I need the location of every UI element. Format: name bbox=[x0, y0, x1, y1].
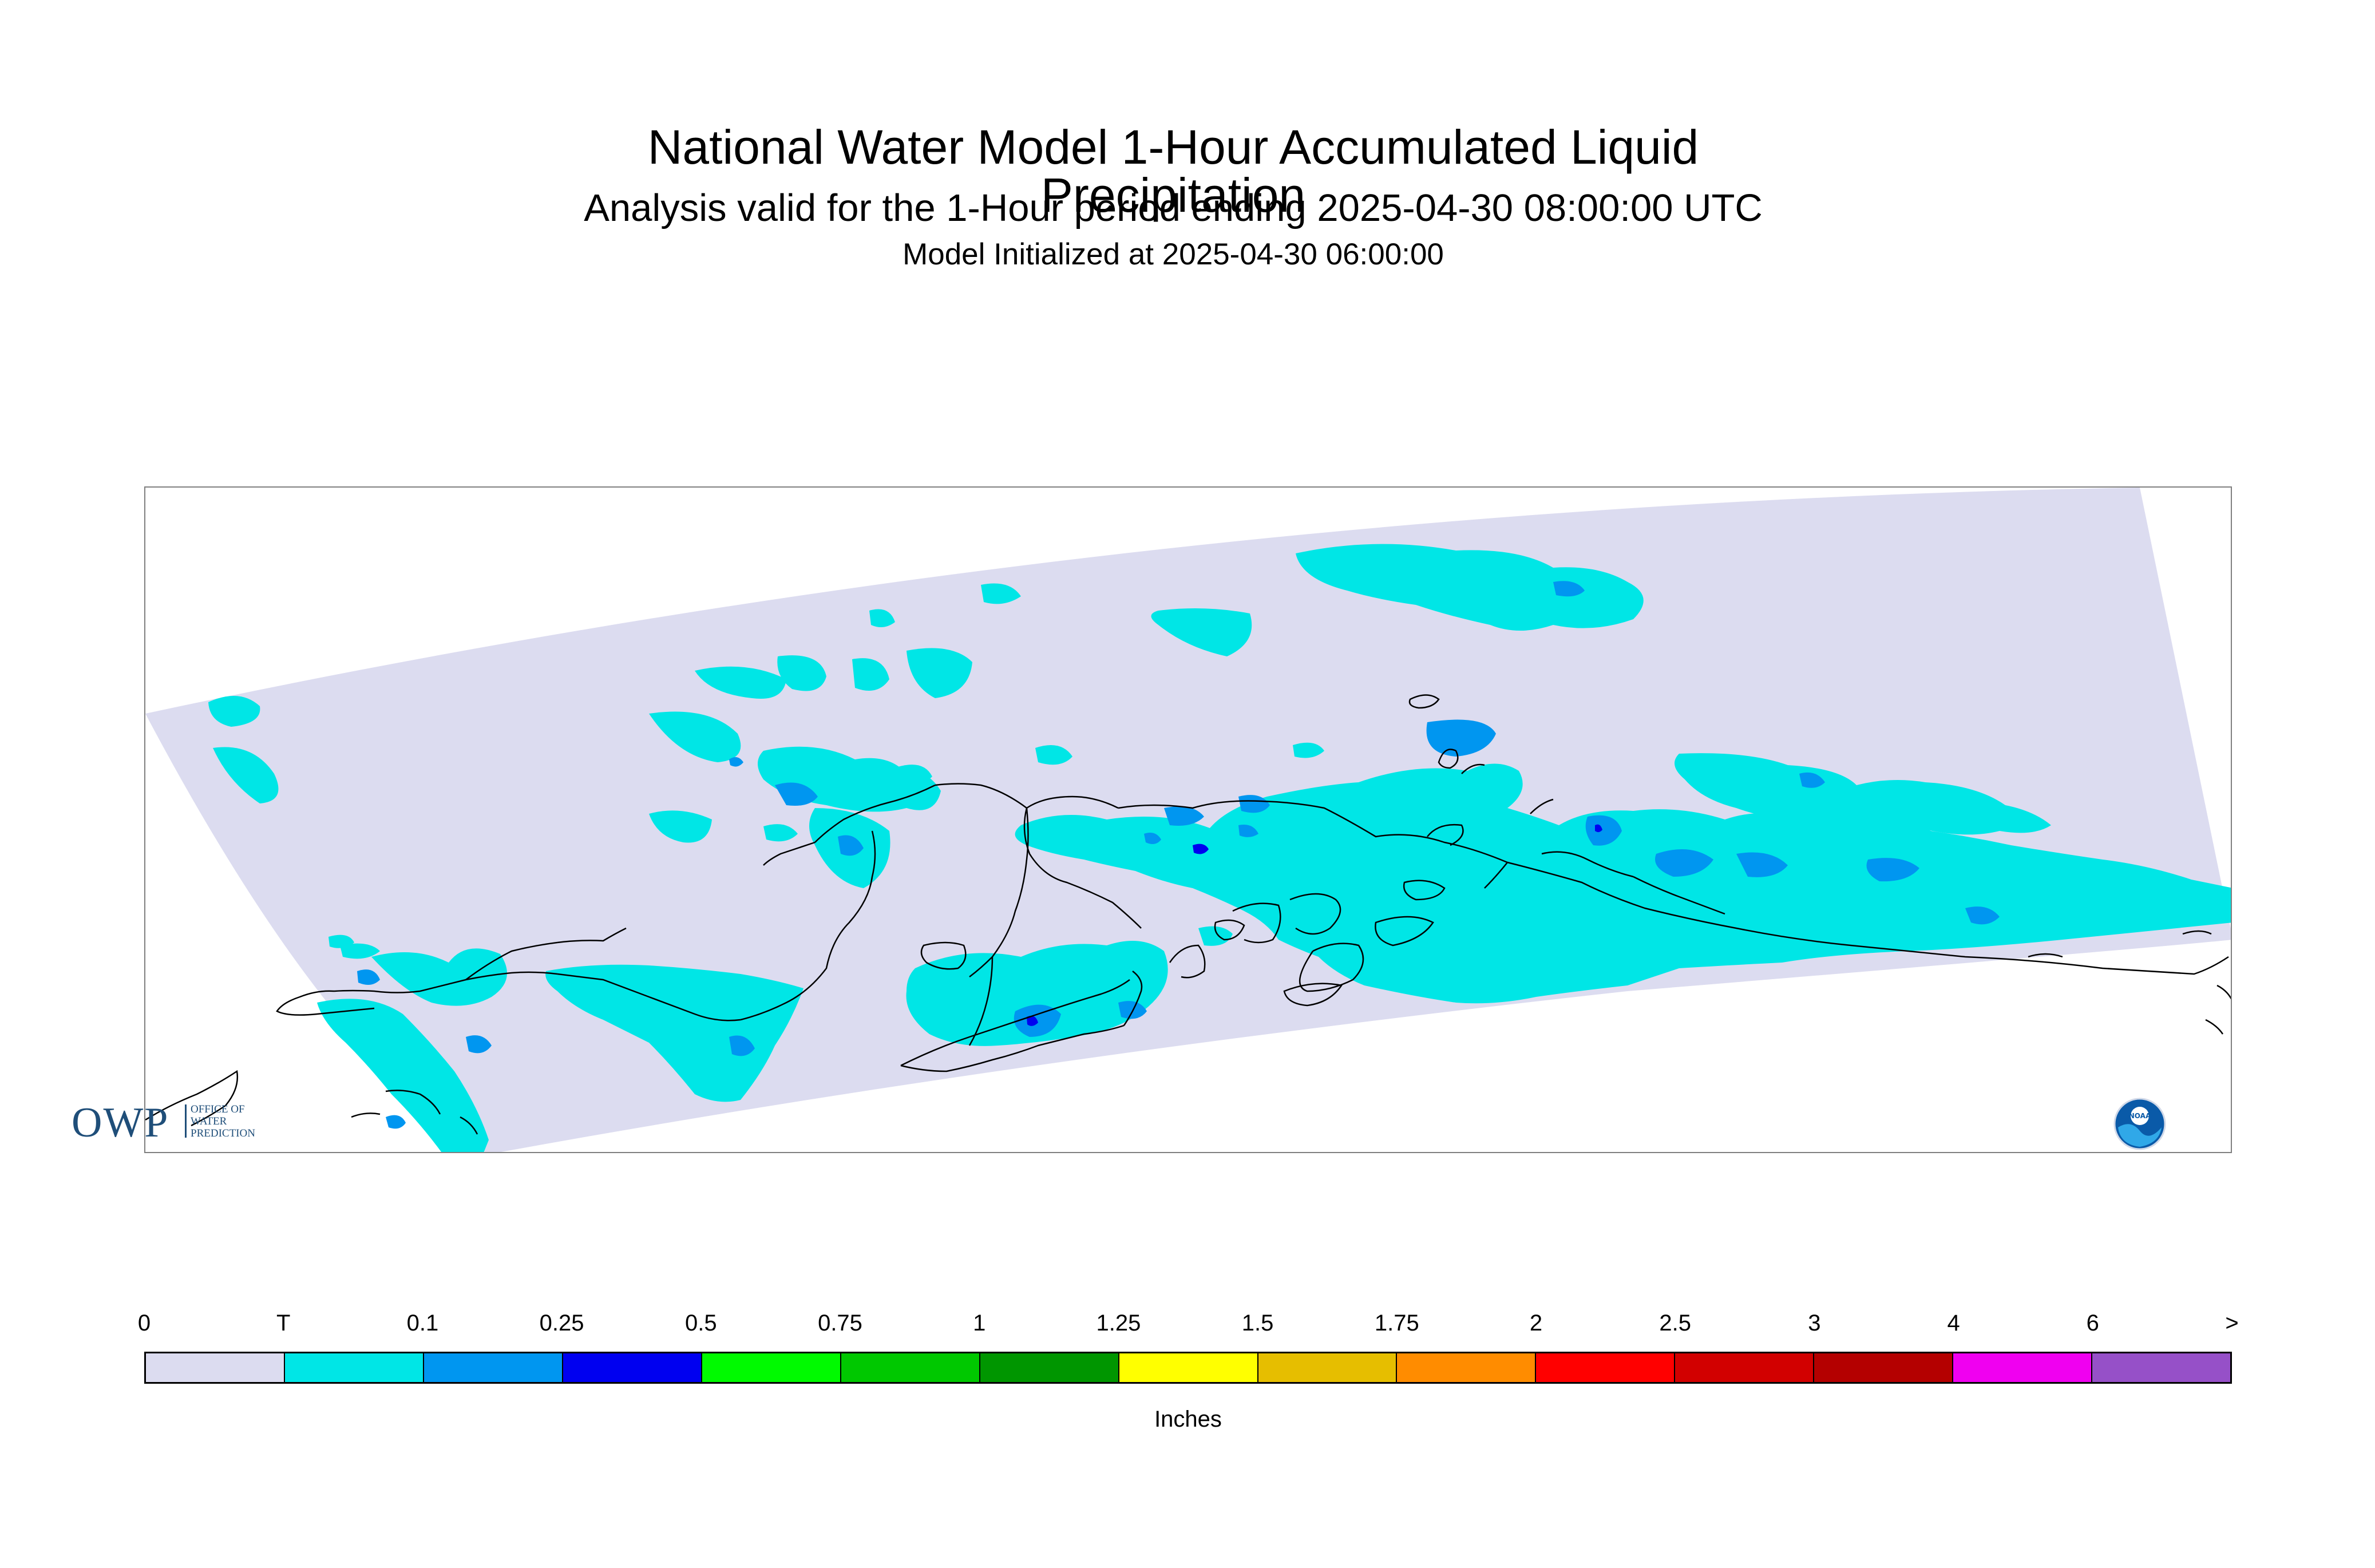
precip-moderate-areas bbox=[1027, 824, 1602, 1026]
map-subtitle: Analysis valid for the 1-Hour period end… bbox=[584, 187, 1763, 229]
legend-swatch bbox=[423, 1353, 563, 1382]
legend-tick-label: 2.5 bbox=[1659, 1310, 1691, 1336]
legend-tick-label: > bbox=[2225, 1310, 2239, 1336]
legend-swatch bbox=[284, 1353, 424, 1382]
noaa-emblem-label: NOAA bbox=[2129, 1112, 2151, 1120]
precip-light-areas bbox=[357, 581, 2000, 1129]
legend-swatch bbox=[1258, 1353, 1398, 1382]
legend-tick-label: 0.5 bbox=[684, 1310, 717, 1336]
legend-swatch bbox=[563, 1353, 702, 1382]
legend-tick-label: 0.25 bbox=[539, 1310, 584, 1336]
owp-line-2: WATER bbox=[191, 1115, 227, 1127]
precip-trace-areas bbox=[208, 544, 2231, 1152]
map-canvas bbox=[145, 488, 2231, 1152]
precipitation-map[interactable] bbox=[144, 486, 2232, 1153]
legend-swatch bbox=[146, 1353, 285, 1382]
legend-swatch bbox=[702, 1353, 841, 1382]
legend-tick-label: 6 bbox=[2086, 1310, 2099, 1336]
legend-tick-label: 1 bbox=[973, 1310, 986, 1336]
coastlines bbox=[145, 694, 2231, 1135]
owp-logo-subtext: OFFICE OF WATER PREDICTION bbox=[191, 1103, 276, 1139]
owp-line-1: OFFICE OF bbox=[191, 1103, 245, 1115]
noaa-logo: NOAA bbox=[2113, 1098, 2166, 1150]
legend-tick-label: 0.75 bbox=[818, 1310, 862, 1336]
legend-tick-label: T bbox=[276, 1310, 291, 1336]
legend-tick-label: 0.1 bbox=[406, 1310, 439, 1336]
legend-swatch bbox=[980, 1353, 1119, 1382]
legend-swatch bbox=[1814, 1353, 1954, 1382]
map-title: National Water Model 1-Hour Accumulated … bbox=[647, 120, 1699, 222]
legend-units: Inches bbox=[1154, 1407, 1222, 1432]
legend-swatch bbox=[1675, 1353, 1815, 1382]
model-init-time: Model Initialized at 2025-04-30 06:00:00 bbox=[902, 237, 1444, 271]
legend-tick-label: 3 bbox=[1808, 1310, 1821, 1336]
legend-tick-label: 4 bbox=[1947, 1310, 1960, 1336]
legend-swatch bbox=[1953, 1353, 2093, 1382]
legend-swatch bbox=[1536, 1353, 1676, 1382]
owp-logo-divider bbox=[185, 1104, 187, 1138]
legend-tick-label: 1.25 bbox=[1096, 1310, 1141, 1336]
legend-swatch bbox=[841, 1353, 980, 1382]
legend-tick-label: 2 bbox=[1529, 1310, 1543, 1336]
legend-swatch bbox=[2092, 1353, 2231, 1382]
noaa-emblem-icon: NOAA bbox=[2113, 1098, 2166, 1150]
legend-tick-label: 1.5 bbox=[1241, 1310, 1274, 1336]
legend-swatch bbox=[1397, 1353, 1537, 1382]
owp-line-3: PREDICTION bbox=[191, 1127, 255, 1139]
owp-logo: OWP OFFICE OF WATER PREDICTION bbox=[72, 1099, 300, 1146]
legend-colorbar bbox=[144, 1352, 2232, 1384]
legend-tick-label: 0 bbox=[137, 1310, 151, 1336]
owp-logo-text: OWP bbox=[72, 1099, 169, 1146]
legend-swatch bbox=[1119, 1353, 1258, 1382]
legend-tick-label: 1.75 bbox=[1374, 1310, 1419, 1336]
